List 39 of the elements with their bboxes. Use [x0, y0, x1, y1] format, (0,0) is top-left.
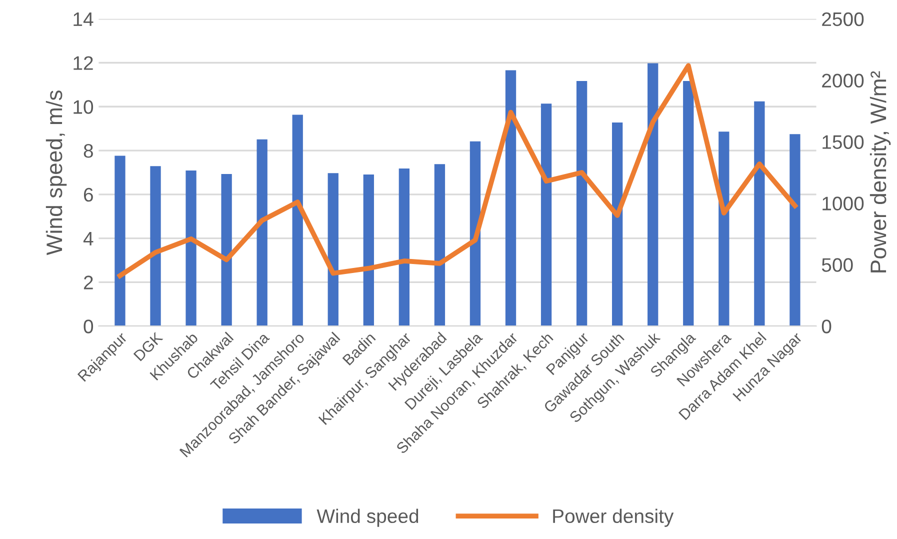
bar	[256, 139, 268, 326]
y2-axis-title: Power density, W/m²	[870, 71, 891, 272]
bar	[540, 104, 552, 326]
bar	[790, 134, 800, 326]
bar	[150, 166, 161, 326]
bar	[114, 156, 126, 326]
bar	[470, 141, 481, 326]
bar	[648, 63, 658, 326]
line-series	[118, 63, 798, 278]
y-tick-label: 0	[84, 320, 94, 334]
y2-tick-label: 2500	[822, 12, 864, 26]
y2-tick-label: 2000	[822, 74, 864, 88]
bar	[683, 80, 694, 326]
y-tick-label: 2	[84, 276, 93, 290]
bar	[434, 164, 446, 326]
legend-label: Power density	[553, 508, 674, 527]
bar	[328, 173, 338, 326]
bar	[576, 80, 588, 326]
bar	[221, 174, 232, 326]
legend-label: Wind speed	[316, 508, 418, 527]
y2-tick-label: 500	[822, 258, 853, 272]
bar	[398, 168, 410, 326]
y2-tick-label: 1500	[822, 135, 864, 149]
bar	[718, 132, 730, 326]
bar	[186, 170, 196, 326]
y-tick-label: 4	[83, 232, 94, 246]
bar	[505, 70, 516, 326]
y-tick-label: 10	[74, 100, 94, 114]
y2-tick-label: 1000	[822, 196, 864, 210]
bar	[612, 122, 623, 326]
y2-tick-label: 0	[822, 320, 832, 334]
y-tick-label: 12	[74, 56, 93, 70]
y-tick-label: 8	[84, 144, 93, 158]
bar	[363, 174, 374, 326]
bar	[292, 114, 303, 326]
bar	[754, 101, 765, 326]
y-tick-label: 14	[74, 12, 94, 26]
y-axis-title: Wind speed, m/s	[46, 90, 67, 256]
y-tick-label: 6	[84, 188, 93, 202]
